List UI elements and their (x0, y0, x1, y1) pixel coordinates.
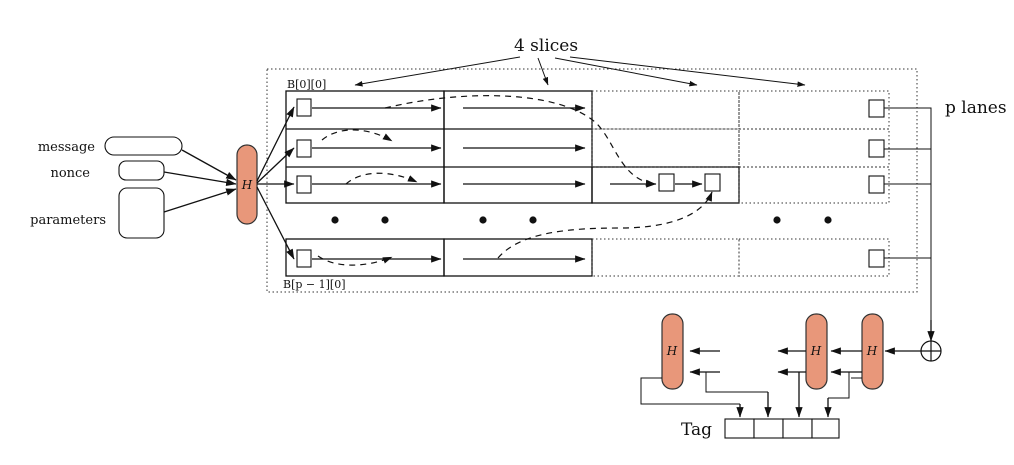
circled-plus-icon (920, 340, 942, 362)
svg-text:H: H (666, 344, 678, 358)
parameters-label: parameters (30, 213, 106, 228)
input-nonce: nonce (50, 160, 165, 181)
block-2-x (658, 173, 675, 192)
memory-boundary (266, 68, 918, 293)
nonce-label: nonce (50, 166, 90, 181)
block-0-last (868, 99, 885, 118)
first-block-label: B[0][0] (287, 78, 326, 91)
block-last-last (868, 249, 885, 268)
lane-group-top-dotted (591, 90, 890, 204)
initial-hash: H (236, 144, 258, 225)
block-1-0 (296, 139, 312, 158)
input-message: message (38, 136, 183, 156)
final-hash-3: H (661, 313, 684, 390)
final-hash-1: H (861, 313, 884, 390)
block-0-0 (296, 98, 312, 117)
hash-label: H (241, 178, 253, 192)
input-parameters: parameters (30, 187, 165, 239)
tag-blocks (724, 418, 840, 439)
lane-group-top (285, 90, 740, 204)
last-block-label: B[p − 1][0] (283, 278, 346, 291)
message-label: message (38, 140, 95, 155)
lane-outputs (884, 107, 935, 342)
tag-label: Tag (681, 420, 712, 440)
lanes-label: p lanes (945, 98, 1007, 118)
tag-feeds (640, 371, 862, 418)
ellipsis-dots (331, 216, 832, 224)
svg-text:H: H (810, 344, 822, 358)
svg-text:H: H (866, 344, 878, 358)
final-hash-2: H (805, 313, 828, 390)
lane-last (285, 238, 890, 277)
block-1-last (868, 139, 885, 158)
block-last-0 (296, 249, 312, 268)
slices-label: 4 slices (514, 36, 578, 56)
block-2-last (868, 175, 885, 194)
block-2-y (704, 173, 721, 192)
block-2-0 (296, 175, 312, 194)
